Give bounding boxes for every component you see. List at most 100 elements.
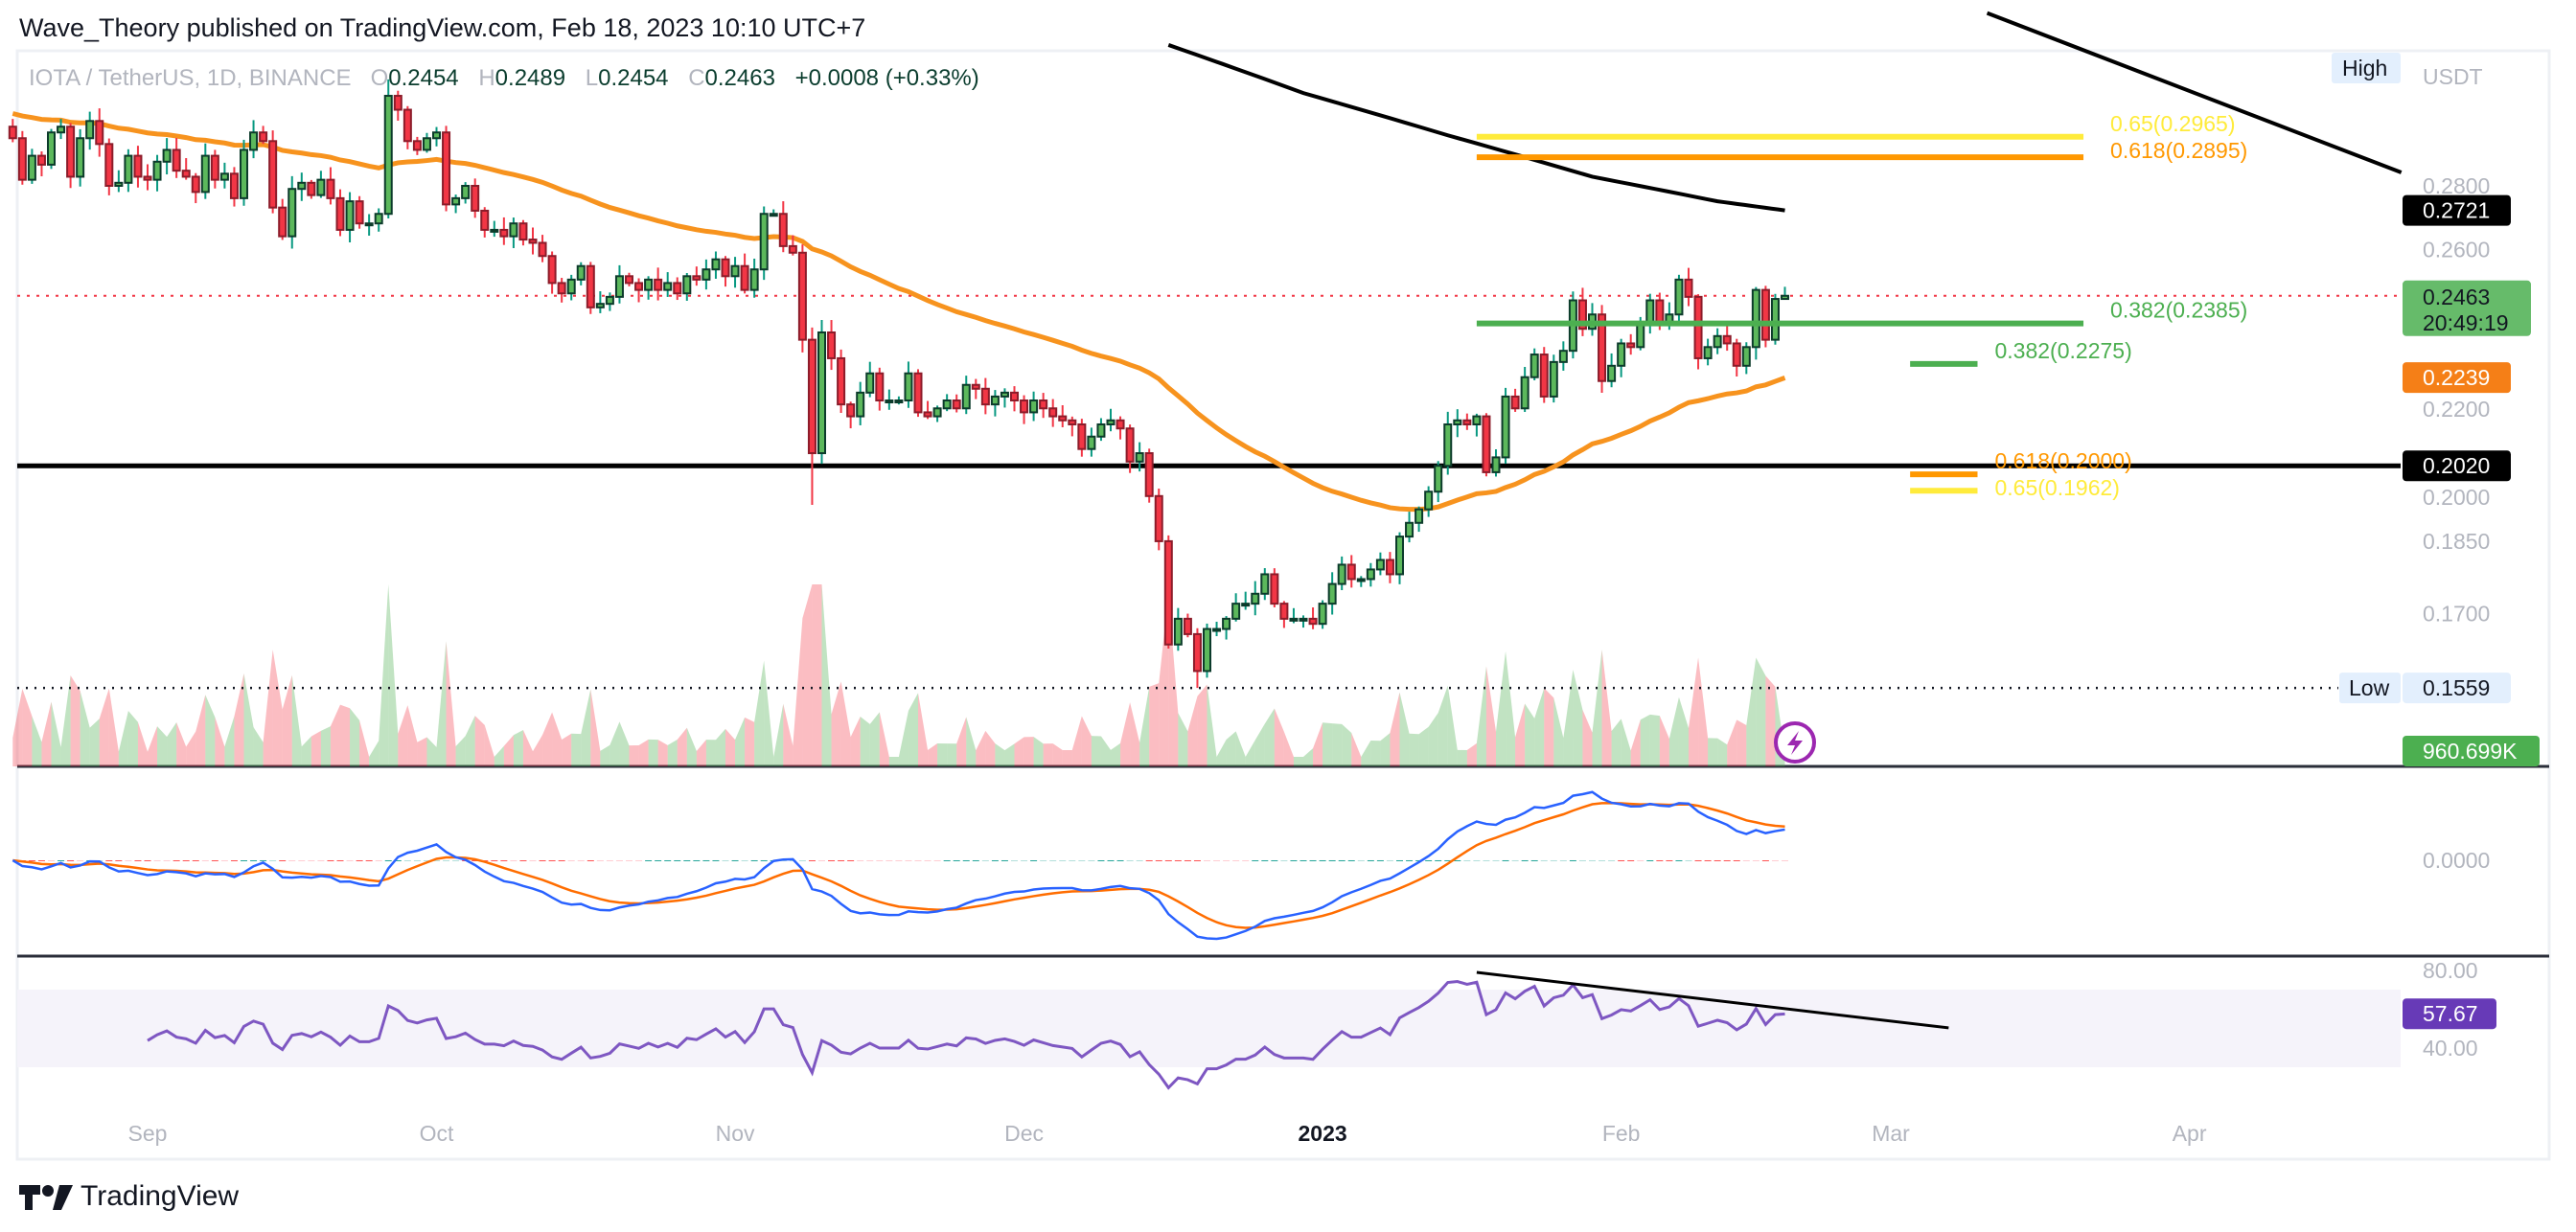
candle-body: [240, 148, 248, 199]
candle-body: [1087, 435, 1096, 450]
candle: [518, 219, 528, 246]
volume-segment: [1573, 670, 1583, 766]
candle: [797, 244, 807, 353]
volume-segment: [1515, 703, 1526, 766]
candle: [1356, 576, 1366, 587]
volume-segment: [1485, 666, 1496, 766]
volume-segment: [474, 716, 485, 766]
macd-histogram-bar: [828, 860, 836, 861]
time-label: Sep: [128, 1121, 168, 1146]
volume-segment: [272, 650, 283, 766]
volume-segment: [127, 710, 138, 766]
candle: [383, 79, 393, 219]
macd-pane: [12, 790, 1788, 941]
time-label: Feb: [1602, 1121, 1641, 1146]
macd-histogram-bar: [1511, 859, 1519, 861]
macd-histogram-bar: [1088, 859, 1095, 861]
candle: [297, 172, 307, 201]
volume-segment: [629, 745, 639, 766]
symbol-legend[interactable]: IOTA / TetherUS, 1D, BINANCE O0.2454 H0.…: [29, 65, 993, 92]
macd-histogram-bar: [365, 860, 373, 861]
candle: [1558, 341, 1568, 371]
symbol-name: IOTA / TetherUS, 1D, BINANCE: [29, 65, 352, 91]
candle: [885, 389, 894, 410]
macd-histogram-bar: [635, 860, 643, 861]
fib-levels[interactable]: 0.65(0.2965)0.618(0.2895) 0.382(0.2385) 0.…: [1476, 111, 2247, 500]
candle-body: [625, 275, 633, 285]
volume-segment: [860, 716, 870, 766]
volume-badge: 960.699K: [2423, 739, 2518, 764]
macd-histogram-bar: [1367, 859, 1374, 861]
macd-histogram-bar: [1530, 859, 1538, 861]
candle: [971, 378, 980, 399]
candle-body: [326, 178, 335, 199]
time-axis[interactable]: Sep Oct Nov Dec 2023 Feb Mar Apr: [128, 1121, 2207, 1146]
candle: [1192, 627, 1202, 689]
candle: [702, 259, 711, 290]
candle: [1598, 305, 1607, 394]
candle: [509, 217, 518, 248]
candle-body: [229, 172, 239, 199]
volume-segment: [831, 681, 841, 766]
candle: [442, 125, 451, 212]
price-axis[interactable]: High USDT 0.2800 0.2600 0.2200 0.2000 0.1850…: [2332, 53, 2490, 1061]
candle-body: [1626, 342, 1636, 349]
candle: [364, 214, 374, 237]
candle-body: [634, 282, 644, 291]
volume-segment: [1630, 719, 1641, 766]
candle: [1607, 353, 1617, 388]
candle-body: [1781, 294, 1789, 301]
candle: [1626, 333, 1636, 355]
macd-histogram-bar: [1300, 859, 1307, 861]
candle-body: [711, 258, 721, 271]
candle: [528, 227, 538, 255]
candle-body: [412, 140, 422, 151]
candle: [307, 179, 316, 199]
candle: [644, 276, 654, 300]
volume-segment: [1506, 650, 1516, 766]
candle: [1289, 607, 1299, 624]
rsi-badge-box: [2403, 998, 2496, 1030]
volume-segment: [533, 735, 543, 766]
high-label-box: [2332, 53, 2401, 83]
lightning-icon[interactable]: [1774, 721, 1816, 764]
candle-body: [614, 275, 624, 298]
candle: [1434, 461, 1443, 503]
volume-segment: [745, 717, 755, 766]
volume-segment: [1274, 708, 1284, 766]
candle: [769, 209, 778, 217]
candle: [1116, 416, 1125, 440]
tradingview-logo[interactable]: TradingView: [19, 1180, 239, 1213]
fib-label: 0.618(0.2895): [2110, 138, 2247, 163]
volume-segment: [320, 726, 331, 766]
volume-segment: [812, 584, 822, 766]
volume-segment: [657, 740, 668, 766]
candle: [1443, 411, 1453, 475]
candle-body: [210, 154, 219, 181]
volume-segment: [263, 650, 273, 766]
volume-segment: [1447, 685, 1458, 766]
candle: [961, 376, 971, 415]
close-label: C: [688, 65, 705, 91]
ema50-line: [12, 111, 1786, 513]
candle-body: [1212, 627, 1222, 632]
candle: [451, 194, 461, 214]
candle-body: [740, 264, 749, 291]
candle-body: [152, 160, 162, 181]
macd-histogram-bar: [1290, 859, 1298, 861]
candle-body: [1462, 419, 1472, 425]
candle: [1510, 388, 1520, 412]
last-price-badge: 0.2463: [2423, 285, 2490, 309]
candle: [1231, 593, 1241, 622]
low-badge-box: [2403, 673, 2511, 704]
candle-body: [1741, 346, 1751, 367]
candle-body: [566, 278, 576, 295]
candle: [210, 149, 219, 189]
volume-segment: [388, 584, 399, 766]
volume-segment: [51, 701, 61, 766]
candle-body: [1058, 415, 1068, 422]
candle-body: [1636, 324, 1645, 349]
candle-body: [971, 383, 980, 390]
candle: [1674, 274, 1684, 327]
